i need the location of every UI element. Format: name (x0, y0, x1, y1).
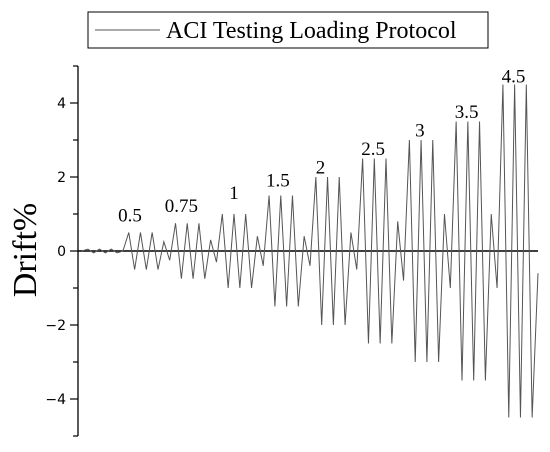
series-point (187, 223, 188, 224)
series-point (479, 121, 480, 122)
y-tick-label: 4 (57, 96, 66, 112)
y-tick-label: −2 (45, 318, 66, 334)
series-point (87, 249, 88, 250)
series-point (426, 361, 427, 362)
series-point (169, 260, 170, 261)
series-point (532, 417, 533, 418)
series-point (239, 287, 240, 288)
series-point (128, 232, 129, 233)
series-point (438, 361, 439, 362)
series-point (81, 250, 82, 251)
series-point (415, 361, 416, 362)
series-point (496, 287, 497, 288)
cycle-annotation: 2.5 (361, 139, 385, 160)
cycle-annotation: 3.5 (455, 102, 479, 123)
series-point (146, 269, 147, 270)
series-point (192, 278, 193, 279)
cycle-annotation: 0.5 (118, 205, 142, 226)
series-point (537, 273, 538, 274)
series-point (444, 213, 445, 214)
series-point (268, 195, 269, 196)
y-tick-labels: −4 −2 0 2 4 (45, 96, 66, 408)
series-point (251, 287, 252, 288)
series-point (263, 265, 264, 266)
series-line-aci-protocol (81, 84, 539, 418)
series-point (403, 280, 404, 281)
series-point (409, 139, 410, 140)
series-point (99, 249, 100, 250)
series-point (111, 249, 112, 250)
series-point (304, 236, 305, 237)
series-point (122, 250, 123, 251)
series-point (520, 417, 521, 418)
series-point (116, 252, 117, 253)
series-point (432, 139, 433, 140)
series-point (134, 269, 135, 270)
series-point (274, 306, 275, 307)
series-point (93, 252, 94, 253)
cycle-annotation: 1 (229, 183, 239, 204)
series-point (380, 343, 381, 344)
cycle-annotation: 1.5 (266, 170, 290, 191)
series-point (450, 287, 451, 288)
y-axis (70, 65, 79, 437)
series-point (198, 223, 199, 224)
series-point (526, 84, 527, 85)
series-point (321, 324, 322, 325)
series-point (175, 223, 176, 224)
series-point (286, 306, 287, 307)
series-point (485, 380, 486, 381)
series-point (163, 241, 164, 242)
series-point (233, 213, 234, 214)
series-point (157, 269, 158, 270)
series-point (397, 221, 398, 222)
series-point (350, 232, 351, 233)
series-point (216, 262, 217, 263)
series-point (368, 343, 369, 344)
cycle-annotation: 0.75 (165, 196, 198, 217)
y-tick-label: −4 (45, 392, 66, 408)
series-point (327, 176, 328, 177)
series-point (461, 380, 462, 381)
y-tick-label: 0 (57, 244, 66, 260)
y-axis-label: Drift% (7, 203, 44, 297)
cycle-annotation: 2 (316, 157, 326, 178)
series-point (257, 236, 258, 237)
series-point (385, 158, 386, 159)
series-point (339, 176, 340, 177)
series-point (292, 195, 293, 196)
legend: ACI Testing Loading Protocol (87, 11, 489, 49)
series-point (356, 269, 357, 270)
series-point (204, 278, 205, 279)
series-point (105, 252, 106, 253)
series-point (140, 232, 141, 233)
series-point (298, 306, 299, 307)
series-point (344, 324, 345, 325)
series-point (391, 343, 392, 344)
series-point (491, 213, 492, 214)
series-point (210, 239, 211, 240)
series-point (473, 380, 474, 381)
series-point (222, 213, 223, 214)
legend-label: ACI Testing Loading Protocol (166, 18, 457, 44)
cycle-annotation: 3 (415, 120, 425, 141)
series-point (152, 232, 153, 233)
y-tick-label: 2 (57, 170, 66, 186)
series-point (181, 278, 182, 279)
cycle-amplitude-annotations: 0.5 0.75 1 1.5 2 2.5 3 3.5 4.5 (118, 67, 525, 227)
series-point (228, 287, 229, 288)
series-point (508, 417, 509, 418)
cycle-annotation: 4.5 (502, 67, 526, 88)
series-point (280, 195, 281, 196)
series-point (245, 213, 246, 214)
series-point (309, 265, 310, 266)
series-point (333, 324, 334, 325)
